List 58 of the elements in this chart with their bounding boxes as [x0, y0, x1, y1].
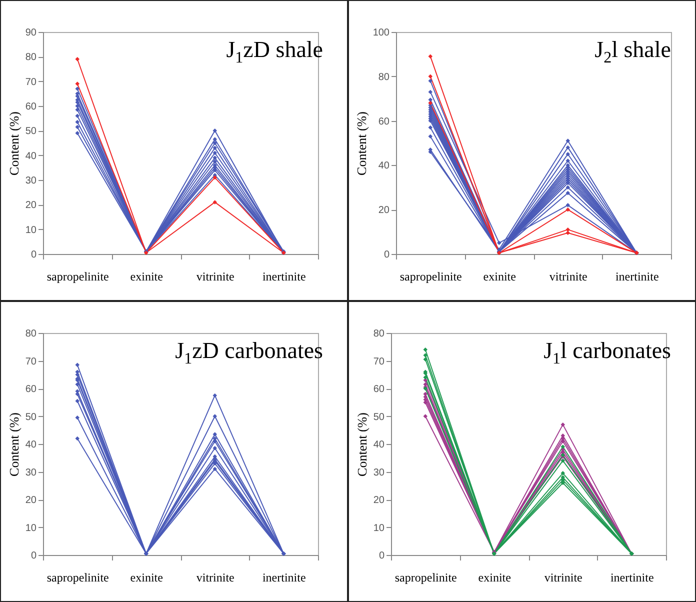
x-tick-label: sapropelinite	[394, 570, 457, 584]
y-tick-label: 50	[25, 412, 37, 423]
y-tick-label: 70	[373, 356, 385, 368]
y-tick-label: 30	[373, 467, 385, 478]
y-tick-label: 60	[378, 116, 390, 128]
x-tick-label: vitrinite	[196, 270, 234, 284]
y-tick-label: 50	[373, 412, 385, 423]
y-tick-label: 60	[25, 384, 37, 395]
x-tick-label: exinite	[478, 570, 511, 584]
x-tick-label: vitrinite	[544, 570, 582, 584]
y-axis-title: Content (%)	[354, 112, 369, 176]
x-tick-label: exinite	[483, 270, 516, 284]
y-tick-label: 20	[25, 200, 37, 212]
y-tick-label: 80	[25, 328, 37, 340]
chart-title: J$_{2}$l shale	[594, 37, 671, 68]
y-tick-label: 40	[373, 440, 385, 450]
y-tick-label: 60	[373, 384, 385, 395]
y-tick-label: 20	[378, 205, 390, 216]
x-tick-label: sapropelinite	[46, 570, 109, 584]
chart-title: J$_{1}$zD carbonates	[175, 338, 323, 369]
y-tick-label: 80	[373, 328, 385, 340]
x-tick-label: exinite	[130, 270, 163, 284]
y-axis-title: Content (%)	[354, 412, 370, 476]
y-tick-label: 60	[25, 102, 37, 112]
x-tick-label: vitrinite	[549, 270, 588, 284]
y-tick-label: 40	[25, 150, 37, 162]
y-tick-label: 40	[378, 160, 390, 172]
x-tick-label: vitrinite	[196, 570, 234, 584]
y-tick-label: 0	[30, 550, 37, 562]
x-tick-label: inertinite	[610, 570, 654, 584]
y-tick-label: 0	[384, 250, 390, 260]
chart-title: J$_{1}$zD shale	[226, 37, 323, 68]
y-axis-title: Content (%)	[6, 412, 22, 476]
y-tick-label: 30	[25, 467, 37, 478]
x-tick-label: sapropelinite	[400, 270, 462, 284]
y-tick-label: 50	[25, 126, 37, 138]
y-tick-label: 80	[378, 72, 390, 83]
y-tick-label: 40	[25, 440, 37, 450]
x-tick-label: exinite	[130, 570, 163, 584]
y-tick-label: 90	[25, 28, 37, 38]
y-tick-label: 70	[25, 356, 37, 368]
chart-title: J$_{1}$l carbonates	[544, 338, 671, 369]
y-axis-title: Content (%)	[6, 112, 22, 176]
y-tick-label: 0	[378, 550, 385, 562]
x-tick-label: inertinite	[262, 270, 306, 284]
y-tick-label: 70	[25, 76, 37, 88]
y-tick-label: 80	[25, 52, 37, 64]
y-tick-label: 30	[25, 176, 37, 186]
y-tick-label: 0	[30, 250, 37, 260]
y-tick-label: 10	[25, 522, 37, 534]
y-tick-label: 20	[373, 495, 385, 506]
y-tick-label: 10	[373, 522, 385, 534]
x-tick-label: inertinite	[262, 570, 306, 584]
x-tick-label: sapropelinite	[46, 270, 109, 284]
y-tick-label: 10	[25, 224, 37, 236]
y-tick-label: 20	[25, 495, 37, 506]
x-tick-label: inertinite	[615, 270, 659, 284]
y-tick-label: 100	[372, 28, 390, 38]
